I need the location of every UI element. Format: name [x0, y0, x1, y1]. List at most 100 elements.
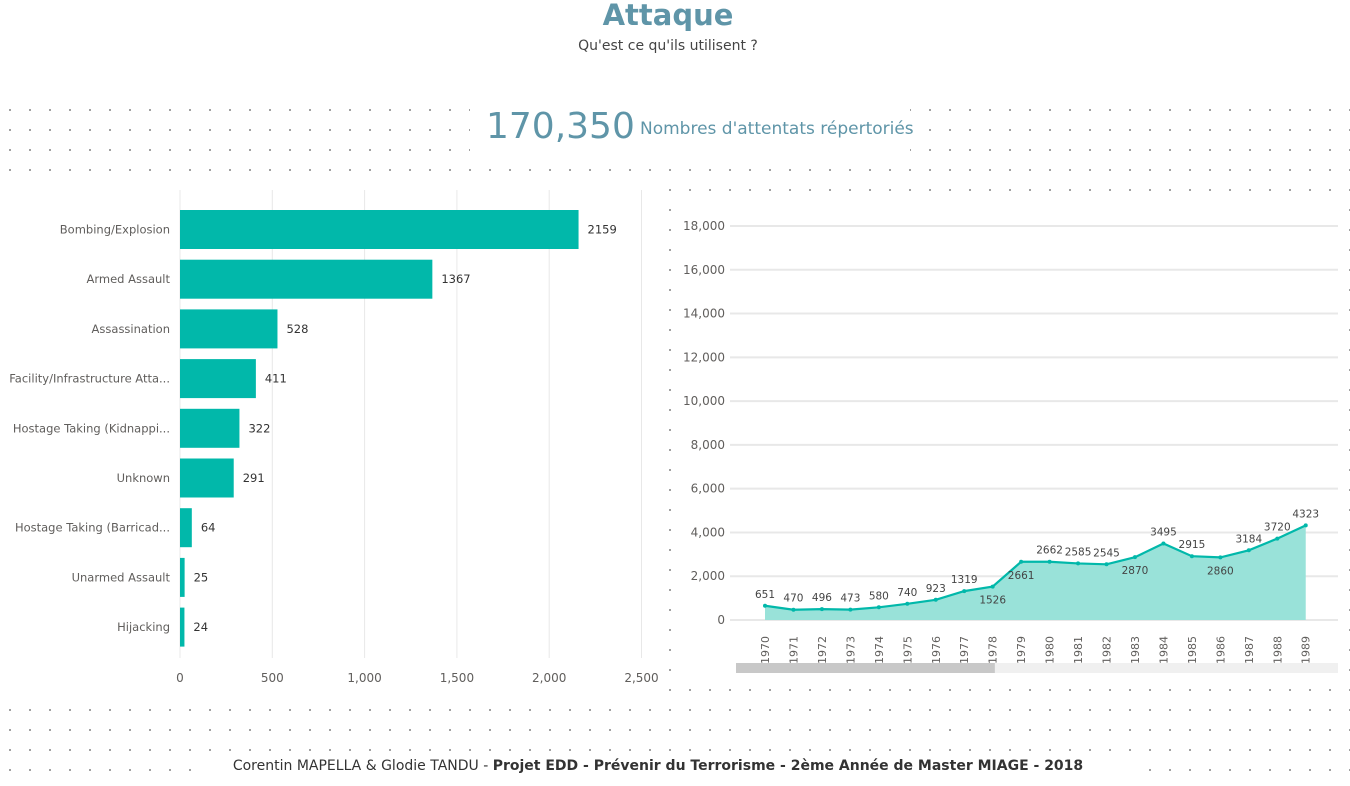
point-data-label: 4323	[1292, 508, 1319, 520]
data-point[interactable]	[1132, 555, 1137, 560]
data-point[interactable]	[876, 605, 881, 610]
point-data-label: 1526	[979, 595, 1006, 607]
category-label: Facility/Infrastructure Atta...	[9, 372, 170, 386]
point-data-label: 2915	[1179, 539, 1206, 551]
point-data-label: 3495	[1150, 526, 1177, 538]
bar-data-label: 25	[194, 570, 209, 584]
category-label: Assassination	[92, 322, 170, 336]
attack-type-bar-chart[interactable]: 0 500 1,000 1,500 2,000 2,500 Bombing/Explosio…	[0, 0, 700, 700]
data-point[interactable]	[1303, 523, 1308, 528]
x-tick-label: 1980	[1044, 636, 1057, 664]
data-point[interactable]	[1189, 554, 1194, 559]
scrollbar-track[interactable]	[736, 663, 1338, 673]
x-tick-label: 1982	[1101, 636, 1114, 664]
bar[interactable]	[180, 458, 234, 498]
y-tick-label: 14,000	[683, 307, 725, 321]
point-data-label: 580	[869, 590, 889, 602]
x-tick-label: 1984	[1157, 636, 1170, 664]
x-tick-label: 1973	[844, 636, 857, 664]
x-tick-label: 2,000	[532, 671, 566, 685]
bar[interactable]	[180, 408, 240, 448]
attacks-per-year-area-chart[interactable]: 0 2,000 4,000 6,000 8,000 10,000 12,000 14,000 1…	[680, 190, 1350, 690]
bar-data-label: 291	[243, 471, 265, 485]
x-tick-label: 500	[261, 671, 284, 685]
header-area	[0, 0, 1350, 92]
bar[interactable]	[180, 359, 256, 399]
data-point[interactable]	[763, 603, 767, 608]
x-tick-label: 1988	[1271, 636, 1284, 664]
data-point[interactable]	[1275, 536, 1280, 541]
data-point[interactable]	[1218, 555, 1223, 560]
bar-data-label: 24	[193, 620, 208, 634]
data-point[interactable]	[1076, 561, 1081, 566]
area-fill	[765, 525, 1306, 620]
x-tick-label: 1972	[816, 636, 829, 664]
data-point[interactable]	[962, 589, 967, 594]
point-data-label: 1319	[951, 574, 978, 586]
x-tick-label: 1985	[1186, 636, 1199, 664]
bar[interactable]	[180, 309, 278, 349]
footer-project: Projet EDD - Prévenir du Terrorisme - 2è…	[492, 758, 1084, 774]
bar[interactable]	[180, 607, 185, 647]
kpi-card	[470, 100, 910, 158]
scrollbar-thumb[interactable]	[736, 663, 995, 673]
data-point[interactable]	[1161, 541, 1166, 546]
x-tick-label: 1,000	[347, 671, 381, 685]
bar[interactable]	[180, 210, 579, 249]
data-point[interactable]	[848, 607, 853, 612]
point-data-label: 496	[812, 592, 832, 604]
x-tick-label: 1,500	[440, 671, 474, 685]
data-point[interactable]	[819, 607, 824, 612]
point-data-label: 3184	[1235, 533, 1262, 545]
bar-data-label: 64	[201, 521, 216, 535]
footer-credits: Corentin MAPELLA & Glodie TANDU - Projet…	[0, 758, 1316, 774]
point-data-label: 473	[840, 593, 860, 605]
x-tick-label: 2,500	[624, 671, 658, 685]
kpi-total-attacks: 170,350	[486, 106, 635, 147]
bar-data-label: 528	[286, 322, 308, 336]
x-tick-label: 1971	[787, 636, 800, 664]
bar-data-label: 2159	[588, 223, 617, 237]
category-label: Bombing/Explosion	[60, 223, 170, 237]
x-tick-label: 1976	[930, 636, 943, 664]
category-label: Hostage Taking (Kidnappi...	[13, 421, 170, 435]
page-title: Attaque	[602, 0, 734, 32]
data-point[interactable]	[1019, 559, 1024, 564]
y-tick-label: 4,000	[691, 525, 725, 539]
data-point[interactable]	[1047, 559, 1052, 564]
y-tick-label: 10,000	[683, 394, 725, 408]
x-tick-label: 0	[176, 671, 184, 685]
category-label: Unknown	[117, 471, 170, 485]
x-tick-label: 1979	[1015, 636, 1028, 664]
x-tick-label: 1987	[1243, 636, 1256, 664]
point-data-label: 651	[755, 589, 775, 601]
point-data-label: 2860	[1207, 565, 1234, 577]
bar-data-label: 411	[265, 372, 287, 386]
x-tick-label: 1983	[1129, 636, 1142, 664]
point-data-label: 470	[783, 593, 803, 605]
bar[interactable]	[180, 557, 185, 597]
category-label: Armed Assault	[86, 272, 170, 286]
data-point[interactable]	[1104, 562, 1109, 567]
data-point[interactable]	[905, 601, 910, 606]
point-data-label: 2585	[1065, 546, 1092, 558]
y-tick-label: 12,000	[683, 350, 725, 364]
x-tick-label: 1974	[873, 636, 886, 664]
data-point[interactable]	[933, 597, 938, 602]
x-tick-label: 1986	[1214, 636, 1227, 664]
point-data-label: 2662	[1036, 545, 1063, 557]
bar[interactable]	[180, 259, 433, 299]
data-point[interactable]	[1246, 548, 1251, 553]
bar[interactable]	[180, 508, 192, 548]
point-data-label: 740	[897, 587, 917, 599]
bar-data-label: 322	[248, 421, 270, 435]
data-point[interactable]	[791, 607, 796, 612]
footer-area	[200, 752, 1140, 782]
y-tick-label: 18,000	[683, 219, 725, 233]
point-data-label: 2661	[1008, 570, 1035, 582]
data-point[interactable]	[990, 584, 995, 589]
y-tick-label: 8,000	[691, 438, 725, 452]
point-data-label: 3720	[1264, 522, 1291, 534]
category-label: Hostage Taking (Barricad...	[15, 521, 170, 535]
x-tick-label: 1970	[759, 636, 772, 664]
